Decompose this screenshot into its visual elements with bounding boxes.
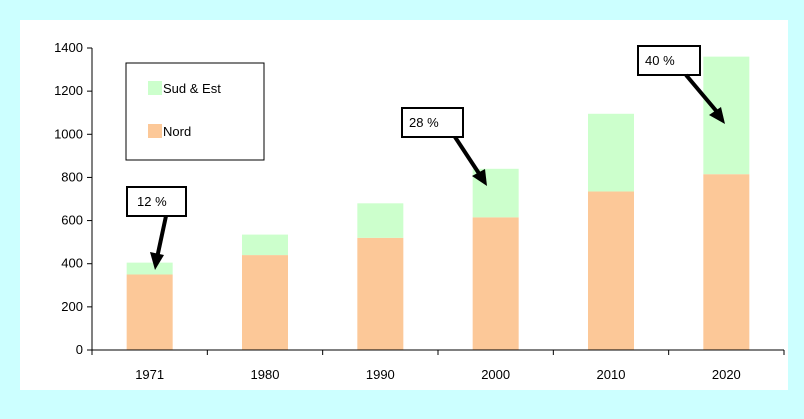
callout-box xyxy=(401,107,464,138)
x-tick-label: 2010 xyxy=(597,367,626,382)
y-tick-label: 400 xyxy=(61,256,83,271)
bar-nord-1971 xyxy=(126,274,173,350)
callout-40-percent: 40 % xyxy=(637,45,725,124)
callout-arrow-shaft xyxy=(684,73,720,115)
axes-layer: 0 200 400 600 800 1000 1200 1400 1971 1980 1990 200… xyxy=(54,40,785,382)
y-tick-label: 0 xyxy=(76,342,83,357)
bar-nord-2010 xyxy=(588,191,634,350)
bars-layer xyxy=(126,56,750,350)
legend: Sud & Est Nord xyxy=(125,62,265,161)
y-tick-label: 600 xyxy=(61,213,83,228)
x-tick-label: 2020 xyxy=(712,367,741,382)
callout-text: 12 % xyxy=(137,194,167,209)
arrow-icon xyxy=(472,169,487,186)
x-tick-label: 2000 xyxy=(481,367,510,382)
callout-box xyxy=(126,186,187,217)
x-tick-label: 1971 xyxy=(135,367,164,382)
legend-swatch-nord xyxy=(148,124,162,138)
bar-nord-1980 xyxy=(242,255,288,350)
callout-text: 40 % xyxy=(645,53,675,68)
bar-sud-est-2010 xyxy=(588,113,634,192)
callout-arrow-shaft xyxy=(453,135,482,177)
bar-sud-est-1971 xyxy=(126,262,173,275)
bar-sud-est-1980 xyxy=(242,234,288,256)
y-tick-label: 1000 xyxy=(54,126,83,141)
legend-label-sud-est: Sud & Est xyxy=(163,81,221,96)
arrow-icon xyxy=(150,252,164,270)
arrow-icon xyxy=(709,107,725,124)
legend-label-nord: Nord xyxy=(163,124,191,139)
callout-12-percent: 12 % xyxy=(126,186,187,270)
annotations-layer: 12 % 28 % 40 % xyxy=(126,45,725,270)
bar-nord-1990 xyxy=(357,237,404,350)
y-tick-label: 200 xyxy=(61,299,83,314)
bar-nord-2020 xyxy=(703,174,750,350)
callout-arrow-shaft xyxy=(155,215,168,259)
x-tick-label: 1990 xyxy=(366,367,395,382)
callout-box xyxy=(637,45,701,76)
legend-swatch-sud-est xyxy=(148,81,162,95)
legend-box xyxy=(125,62,265,161)
bar-nord-2000 xyxy=(472,217,519,350)
y-tick-label: 1400 xyxy=(54,40,83,55)
y-tick-label: 1200 xyxy=(54,83,83,98)
callout-text: 28 % xyxy=(409,115,439,130)
callout-28-percent: 28 % xyxy=(401,107,487,186)
x-tick-label: 1980 xyxy=(251,367,280,382)
bar-sud-est-1990 xyxy=(357,203,404,238)
y-tick-label: 800 xyxy=(61,169,83,184)
